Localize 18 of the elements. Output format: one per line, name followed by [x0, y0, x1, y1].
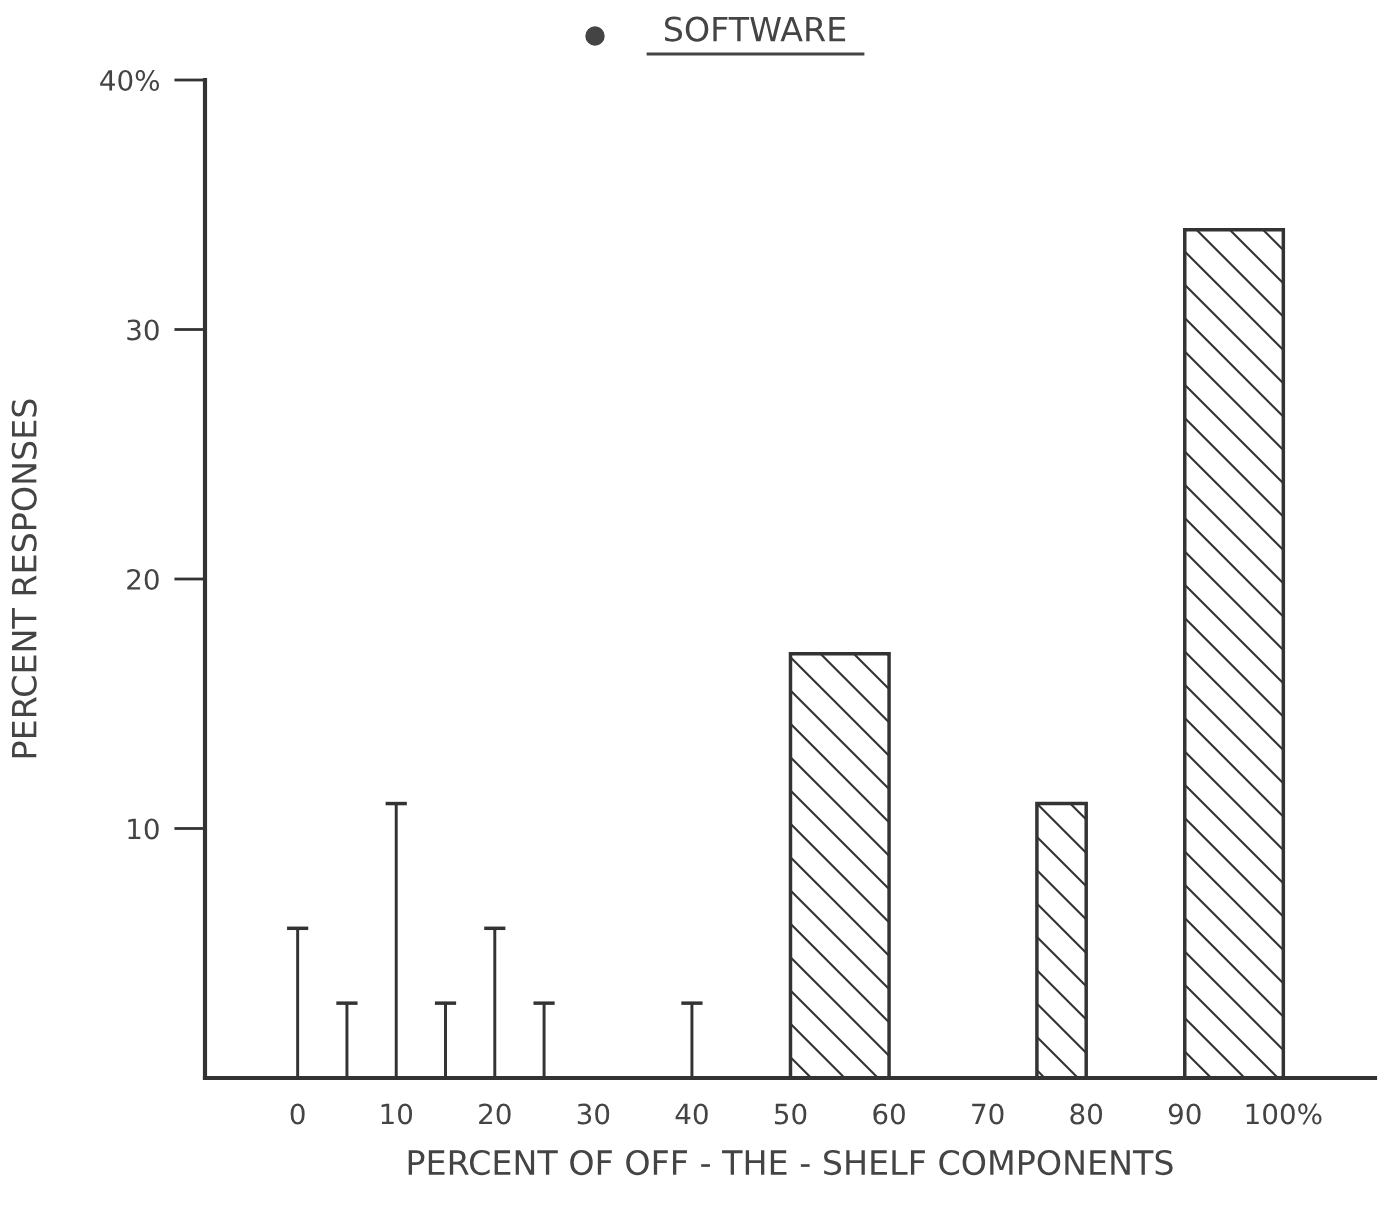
- x-tick-label: 90: [1168, 1103, 1201, 1125]
- y-tick-label: 10: [128, 818, 159, 840]
- x-axis-title: PERCENT OF OFF - THE - SHELF COMPONENTS: [408, 1149, 1173, 1176]
- x-tick-label: 40: [675, 1103, 708, 1125]
- x-tick-label: 100%: [1246, 1103, 1322, 1125]
- x-tick-label: 50: [774, 1103, 807, 1125]
- x-tick-label: 0: [290, 1103, 305, 1125]
- x-tick-label: 70: [972, 1103, 1004, 1125]
- x-tick-label: 60: [873, 1103, 905, 1125]
- x-tick-label: 80: [1070, 1103, 1103, 1125]
- y-tick-label: 20: [127, 568, 159, 590]
- x-tick-label: 30: [577, 1103, 610, 1125]
- x-tick-label: 10: [381, 1103, 413, 1125]
- x-tick-label: 20: [479, 1103, 511, 1125]
- chart-title: SOFTWARE: [664, 16, 846, 42]
- y-tick-label: 30: [127, 319, 159, 341]
- y-tick-label: 40%: [100, 69, 160, 91]
- y-axis-title: PERCENT RESPONSES: [11, 399, 37, 758]
